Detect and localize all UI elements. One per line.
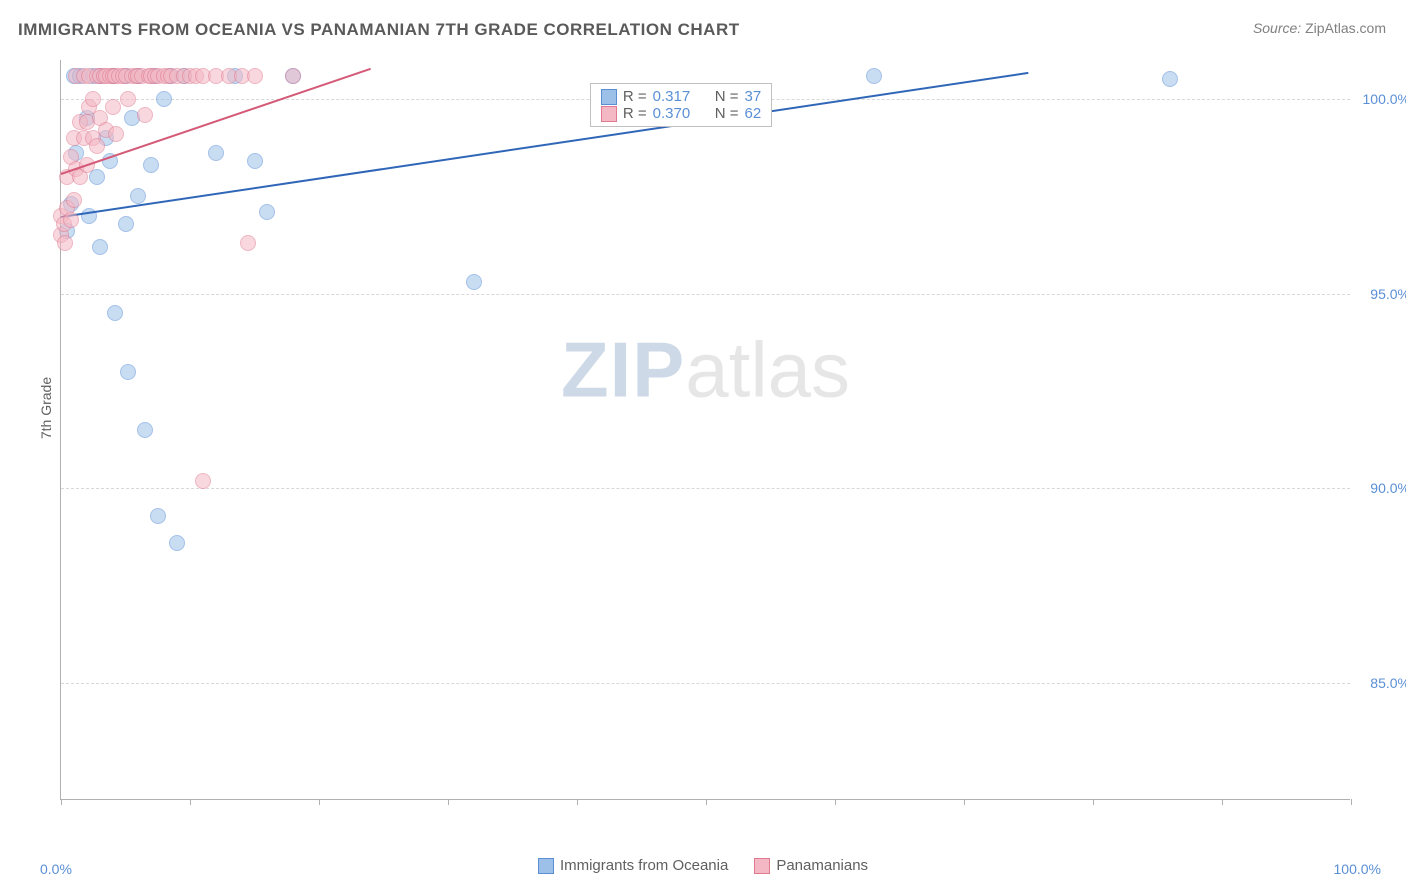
scatter-point	[259, 204, 275, 220]
scatter-point	[92, 239, 108, 255]
scatter-point	[247, 68, 263, 84]
legend-swatch	[754, 858, 770, 874]
scatter-point	[107, 305, 123, 321]
scatter-point	[247, 153, 263, 169]
scatter-point	[466, 274, 482, 290]
legend-N-label: N =	[715, 105, 739, 122]
legend-R-value: 0.317	[653, 88, 691, 105]
y-tick-label: 95.0%	[1355, 286, 1406, 302]
y-tick-label: 85.0%	[1355, 675, 1406, 691]
y-tick-label: 90.0%	[1355, 480, 1406, 496]
gridline-h	[61, 683, 1350, 684]
gridline-h	[61, 294, 1350, 295]
scatter-point	[120, 364, 136, 380]
legend-row: R = 0.370 N = 62	[601, 105, 761, 122]
scatter-point	[120, 91, 136, 107]
x-tick	[577, 799, 578, 805]
source-attribution: Source: ZipAtlas.com	[1253, 20, 1386, 36]
source-label: Source:	[1253, 20, 1301, 36]
scatter-point	[137, 422, 153, 438]
scatter-point	[156, 91, 172, 107]
legend-swatch	[601, 106, 617, 122]
scatter-point	[169, 535, 185, 551]
scatter-point	[866, 68, 882, 84]
x-tick	[448, 799, 449, 805]
correlation-legend-box: R = 0.317 N = 37R = 0.370 N = 62	[590, 83, 772, 127]
x-tick	[61, 799, 62, 805]
scatter-point	[285, 68, 301, 84]
bottom-legend-label: Panamanians	[776, 857, 868, 874]
gridline-h	[61, 488, 1350, 489]
scatter-point	[57, 235, 73, 251]
x-tick	[1351, 799, 1352, 805]
y-axis-label: 7th Grade	[38, 377, 54, 439]
trend-line	[61, 72, 1029, 218]
watermark-zip: ZIP	[561, 326, 685, 414]
chart-title: IMMIGRANTS FROM OCEANIA VS PANAMANIAN 7T…	[18, 20, 740, 40]
scatter-point	[150, 508, 166, 524]
legend-R-label: R =	[623, 105, 647, 122]
scatter-point	[66, 192, 82, 208]
legend-swatch	[601, 89, 617, 105]
source-value: ZipAtlas.com	[1305, 20, 1386, 36]
x-tick	[1093, 799, 1094, 805]
scatter-point	[137, 107, 153, 123]
bottom-legend-item: Panamanians	[754, 857, 868, 874]
scatter-point	[240, 235, 256, 251]
scatter-point	[208, 145, 224, 161]
legend-row: R = 0.317 N = 37	[601, 88, 761, 105]
x-tick	[706, 799, 707, 805]
scatter-point	[143, 157, 159, 173]
watermark: ZIPatlas	[561, 325, 850, 416]
legend-N-label: N =	[715, 88, 739, 105]
legend-swatch	[538, 858, 554, 874]
scatter-point	[130, 188, 146, 204]
x-tick	[190, 799, 191, 805]
scatter-point	[63, 212, 79, 228]
legend-R-label: R =	[623, 88, 647, 105]
scatter-point	[105, 99, 121, 115]
scatter-point	[108, 126, 124, 142]
bottom-legend-item: Immigrants from Oceania	[538, 857, 728, 874]
legend-N-value: 62	[744, 105, 761, 122]
bottom-legend-label: Immigrants from Oceania	[560, 857, 728, 874]
scatter-point	[118, 216, 134, 232]
x-tick	[319, 799, 320, 805]
legend-N-value: 37	[744, 88, 761, 105]
scatter-point	[89, 138, 105, 154]
x-tick	[835, 799, 836, 805]
legend-R-value: 0.370	[653, 105, 691, 122]
scatter-point	[1162, 71, 1178, 87]
scatter-point	[85, 91, 101, 107]
scatter-point	[195, 473, 211, 489]
x-tick	[1222, 799, 1223, 805]
y-tick-label: 100.0%	[1355, 91, 1406, 107]
watermark-atlas: atlas	[685, 326, 850, 414]
bottom-legend: Immigrants from Oceania Panamanians	[0, 857, 1406, 874]
chart-plot-area: ZIPatlas 85.0%90.0%95.0%100.0%R = 0.317 …	[60, 60, 1350, 800]
x-tick	[964, 799, 965, 805]
